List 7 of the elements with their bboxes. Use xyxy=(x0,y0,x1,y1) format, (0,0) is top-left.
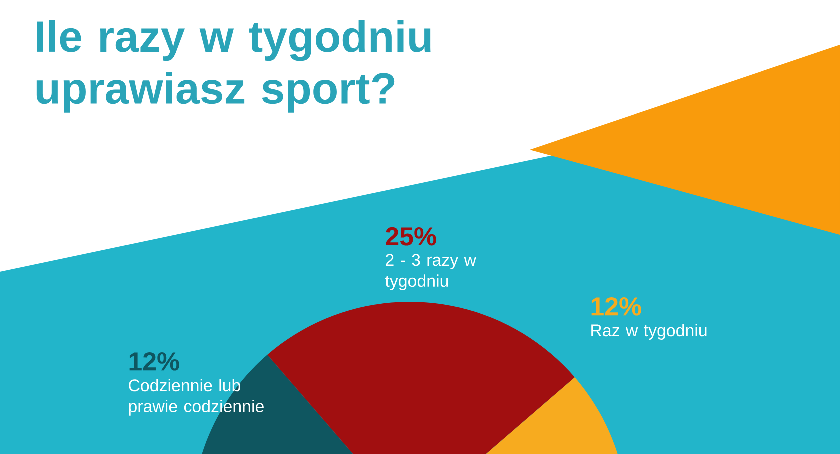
slice-label: Raz w tygodniu xyxy=(592,324,707,340)
slice-label: 2 - 3 razy w tygodniu xyxy=(385,254,477,290)
data-label: 12% xyxy=(130,352,180,371)
data-label: 25% xyxy=(386,227,436,246)
chart-title: Ile razy w tygodniu uprawiasz sport? xyxy=(36,20,431,113)
slice-label: Codziennie lub prawie codziennie xyxy=(129,379,264,416)
data-label: 12% xyxy=(592,297,642,316)
